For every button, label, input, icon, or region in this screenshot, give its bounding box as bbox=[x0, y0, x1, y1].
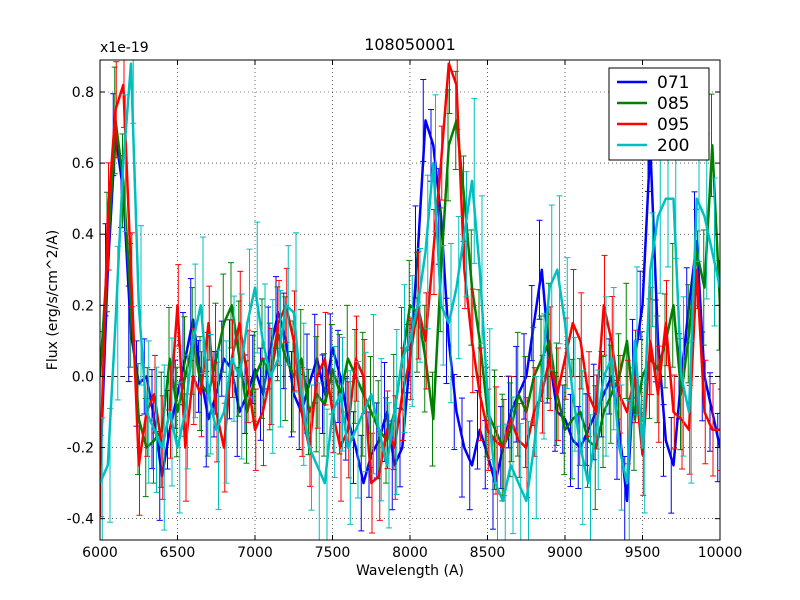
y-tick-label: 0.6 bbox=[72, 156, 94, 172]
y-tick-label: -0.2 bbox=[67, 441, 94, 457]
series-line-200 bbox=[100, 62, 720, 503]
series-group bbox=[100, 60, 720, 540]
legend-label-200: 200 bbox=[657, 136, 689, 156]
chart-title: 108050001 bbox=[364, 35, 456, 54]
ticks: 6000 6500 7000 7500 8000 8500 9000 9500 10000 -0.… bbox=[67, 60, 743, 561]
x-tick-label: 6500 bbox=[160, 545, 196, 561]
legend-label-095: 095 bbox=[657, 115, 689, 135]
y-tick-label: -0.4 bbox=[67, 512, 94, 528]
x-tick-label: 8000 bbox=[392, 545, 428, 561]
x-tick-label: 8500 bbox=[470, 545, 506, 561]
y-tick-label: 0.0 bbox=[72, 369, 94, 385]
y-tick-label: 0.2 bbox=[72, 298, 94, 314]
x-tick-label: 9000 bbox=[547, 545, 583, 561]
series-200 bbox=[100, 60, 720, 540]
legend-label-085: 085 bbox=[657, 94, 689, 114]
y-tick-label: 0.8 bbox=[72, 85, 94, 101]
offset-label: x1e-19 bbox=[100, 40, 149, 56]
y-axis-title: Flux (erg/s/cm^2/A) bbox=[45, 230, 61, 370]
x-axis-title: Wavelength (A) bbox=[356, 563, 464, 579]
x-tick-label: 6000 bbox=[82, 545, 118, 561]
y-tick-label: 0.4 bbox=[72, 227, 94, 243]
x-tick-label: 7500 bbox=[315, 545, 351, 561]
x-tick-label: 7000 bbox=[237, 545, 273, 561]
x-tick-label: 9500 bbox=[625, 545, 661, 561]
series-071 bbox=[100, 78, 720, 540]
x-tick-label: 10000 bbox=[698, 545, 743, 561]
legend-label-071: 071 bbox=[657, 73, 689, 93]
